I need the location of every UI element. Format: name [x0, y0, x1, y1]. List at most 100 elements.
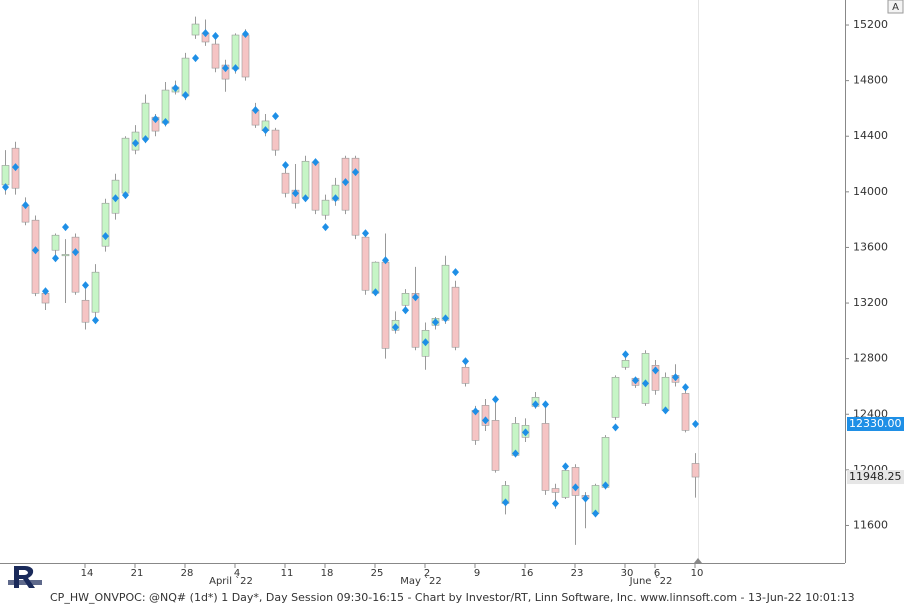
x-tick-label: 25 [371, 568, 384, 579]
signal-marker [622, 350, 629, 359]
footer: CP_HW_ONVPOC: @NQ# (1d*) 1 Day*, Day Ses… [50, 591, 855, 604]
signal-marker [632, 376, 639, 385]
candle-body [321, 199, 330, 216]
signal-marker [252, 106, 259, 115]
candle-body [351, 157, 360, 236]
signal-marker [142, 135, 149, 144]
signal-marker [682, 383, 689, 392]
signal-marker [482, 416, 489, 425]
candle-body [601, 437, 610, 488]
x-month-label: April `22 [209, 575, 253, 587]
x-month-label: May `22 [400, 575, 442, 587]
signal-marker [402, 306, 409, 315]
signal-marker [422, 338, 429, 347]
signal-marker [232, 64, 239, 73]
candle-body [441, 264, 450, 321]
candle-body [541, 423, 550, 491]
candle-body [301, 160, 310, 198]
signal-marker [182, 91, 189, 100]
signal-marker [12, 163, 19, 172]
signal-marker [52, 254, 59, 263]
candle-body [691, 463, 700, 478]
signal-marker [162, 118, 169, 127]
x-tick-label: 18 [321, 568, 334, 579]
signal-marker [472, 407, 479, 416]
signal-marker [672, 373, 679, 382]
candle-body [611, 376, 620, 418]
signal-marker [32, 246, 39, 255]
candle-body [681, 393, 690, 431]
signal-marker [282, 161, 289, 170]
y-tick-label: 14800 [853, 74, 888, 87]
signal-marker [222, 64, 229, 73]
signal-marker [392, 323, 399, 332]
candle-body [121, 137, 130, 194]
candle-body [81, 299, 90, 323]
x-tick-label: 21 [131, 568, 144, 579]
signal-marker [122, 191, 129, 200]
candle-body [311, 161, 320, 211]
y-tick-label: 13200 [853, 296, 888, 309]
signal-marker [102, 232, 109, 241]
signal-marker [442, 314, 449, 323]
signal-marker [652, 366, 659, 375]
button-label[interactable]: A [892, 2, 899, 13]
candle-body [461, 366, 470, 384]
candle-body [621, 360, 630, 368]
signal-marker [292, 189, 299, 198]
x-tick-label: 4 [234, 568, 240, 579]
candle-body [561, 470, 570, 498]
y-tick-label: 15200 [853, 18, 888, 31]
price-tag [847, 470, 904, 485]
signal-marker [572, 483, 579, 492]
candle-body [1, 165, 10, 186]
signal-marker [192, 54, 199, 63]
signal-marker [612, 423, 619, 432]
signal-marker [2, 183, 9, 192]
candle-body [591, 485, 600, 514]
candle-body [91, 271, 100, 313]
signal-marker [132, 139, 139, 148]
signal-marker [272, 112, 279, 121]
price-tag-label: 11948.25 [849, 470, 902, 483]
signal-marker [582, 494, 589, 503]
candle-body [181, 57, 190, 97]
candle-body [241, 34, 250, 78]
signal-marker [492, 395, 499, 404]
candle-body [191, 23, 200, 36]
x-month-label: June `22 [629, 575, 673, 587]
x-tick-label: 9 [474, 568, 480, 579]
y-tick-label: 14000 [853, 185, 888, 198]
signal-marker [172, 84, 179, 93]
button[interactable] [887, 0, 904, 14]
signal-marker [382, 256, 389, 265]
signal-marker [92, 316, 99, 325]
y-tick-label: 12800 [853, 352, 888, 365]
x-tick-label: 16 [521, 568, 534, 579]
signal-marker [62, 223, 69, 232]
signal-marker [512, 449, 519, 458]
candle-body [211, 43, 220, 69]
signal-marker [332, 194, 339, 203]
current-marker [694, 558, 702, 563]
signal-marker [552, 499, 559, 508]
candle-body [551, 488, 560, 493]
signal-marker [112, 194, 119, 203]
y-tick-label: 14400 [853, 129, 888, 142]
y-tick-label: 11600 [853, 518, 888, 531]
candle-body [411, 293, 420, 348]
candle-body [381, 261, 390, 349]
signal-marker [592, 509, 599, 518]
candle-body [451, 286, 460, 348]
price-tag [847, 416, 904, 431]
candle-body [661, 376, 670, 411]
candle-body [361, 236, 370, 291]
candle-body [481, 405, 490, 426]
signal-marker [212, 32, 219, 41]
candle-body [61, 254, 70, 257]
candle-body [281, 172, 290, 194]
signal-marker [242, 30, 249, 39]
signal-marker [312, 158, 319, 167]
